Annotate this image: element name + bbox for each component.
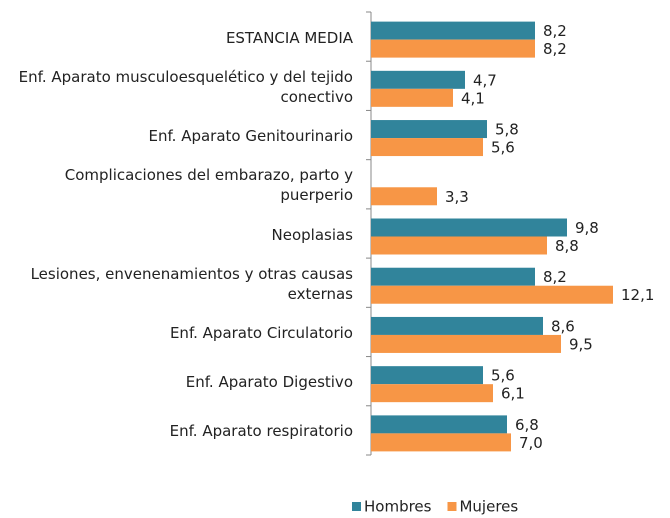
bar xyxy=(371,433,511,452)
bar xyxy=(371,334,561,353)
bar xyxy=(371,236,547,255)
bar xyxy=(371,267,535,286)
category-label: Enf. Aparato respiratorio xyxy=(169,422,353,441)
bar xyxy=(371,218,567,237)
legend-swatch xyxy=(447,502,457,511)
value-label: 5,6 xyxy=(491,139,515,157)
value-label: 8,2 xyxy=(543,40,567,58)
category-label: Enf. Aparato Digestivo xyxy=(185,373,353,392)
legend-label: Mujeres xyxy=(459,498,518,516)
value-label: 8,8 xyxy=(555,237,579,255)
value-label: 8,6 xyxy=(551,317,575,335)
value-label: 5,6 xyxy=(491,367,515,385)
category-label: Enf. Aparato Circulatorio xyxy=(169,323,353,342)
bar xyxy=(371,366,483,385)
category-label: ESTANCIA MEDIA xyxy=(225,28,353,47)
bar xyxy=(371,285,613,304)
value-label: 12,1 xyxy=(621,286,654,304)
category-label: Enf. Aparato musculoesquelético y del te… xyxy=(18,67,353,106)
category-label: Enf. Aparato Genitourinario xyxy=(148,127,353,146)
value-label: 7,0 xyxy=(519,434,543,452)
value-label: 8,2 xyxy=(543,22,567,40)
bar xyxy=(371,316,543,335)
bar xyxy=(371,187,437,206)
bar xyxy=(371,120,487,139)
value-label: 4,1 xyxy=(461,89,485,107)
bar xyxy=(371,70,465,89)
legend-label: Hombres xyxy=(364,498,432,516)
bar xyxy=(371,138,483,157)
value-label: 3,3 xyxy=(445,188,469,206)
value-label: 9,5 xyxy=(569,335,593,353)
value-label: 8,2 xyxy=(543,268,567,286)
value-label: 6,1 xyxy=(501,385,525,403)
bar xyxy=(371,415,507,434)
bar xyxy=(371,88,453,107)
value-label: 6,8 xyxy=(515,416,539,434)
bar xyxy=(371,21,535,40)
value-label: 9,8 xyxy=(575,219,599,237)
legend-swatch xyxy=(352,502,361,511)
bar xyxy=(371,384,493,403)
category-label: Neoplasias xyxy=(271,225,354,244)
value-label: 4,7 xyxy=(473,71,497,89)
category-label: Complicaciones del embarazo, parto y pue… xyxy=(64,166,353,205)
category-label: Lesiones, envenenamientos y otras causas… xyxy=(30,264,353,303)
bar xyxy=(371,39,535,58)
value-label: 5,8 xyxy=(495,121,519,139)
